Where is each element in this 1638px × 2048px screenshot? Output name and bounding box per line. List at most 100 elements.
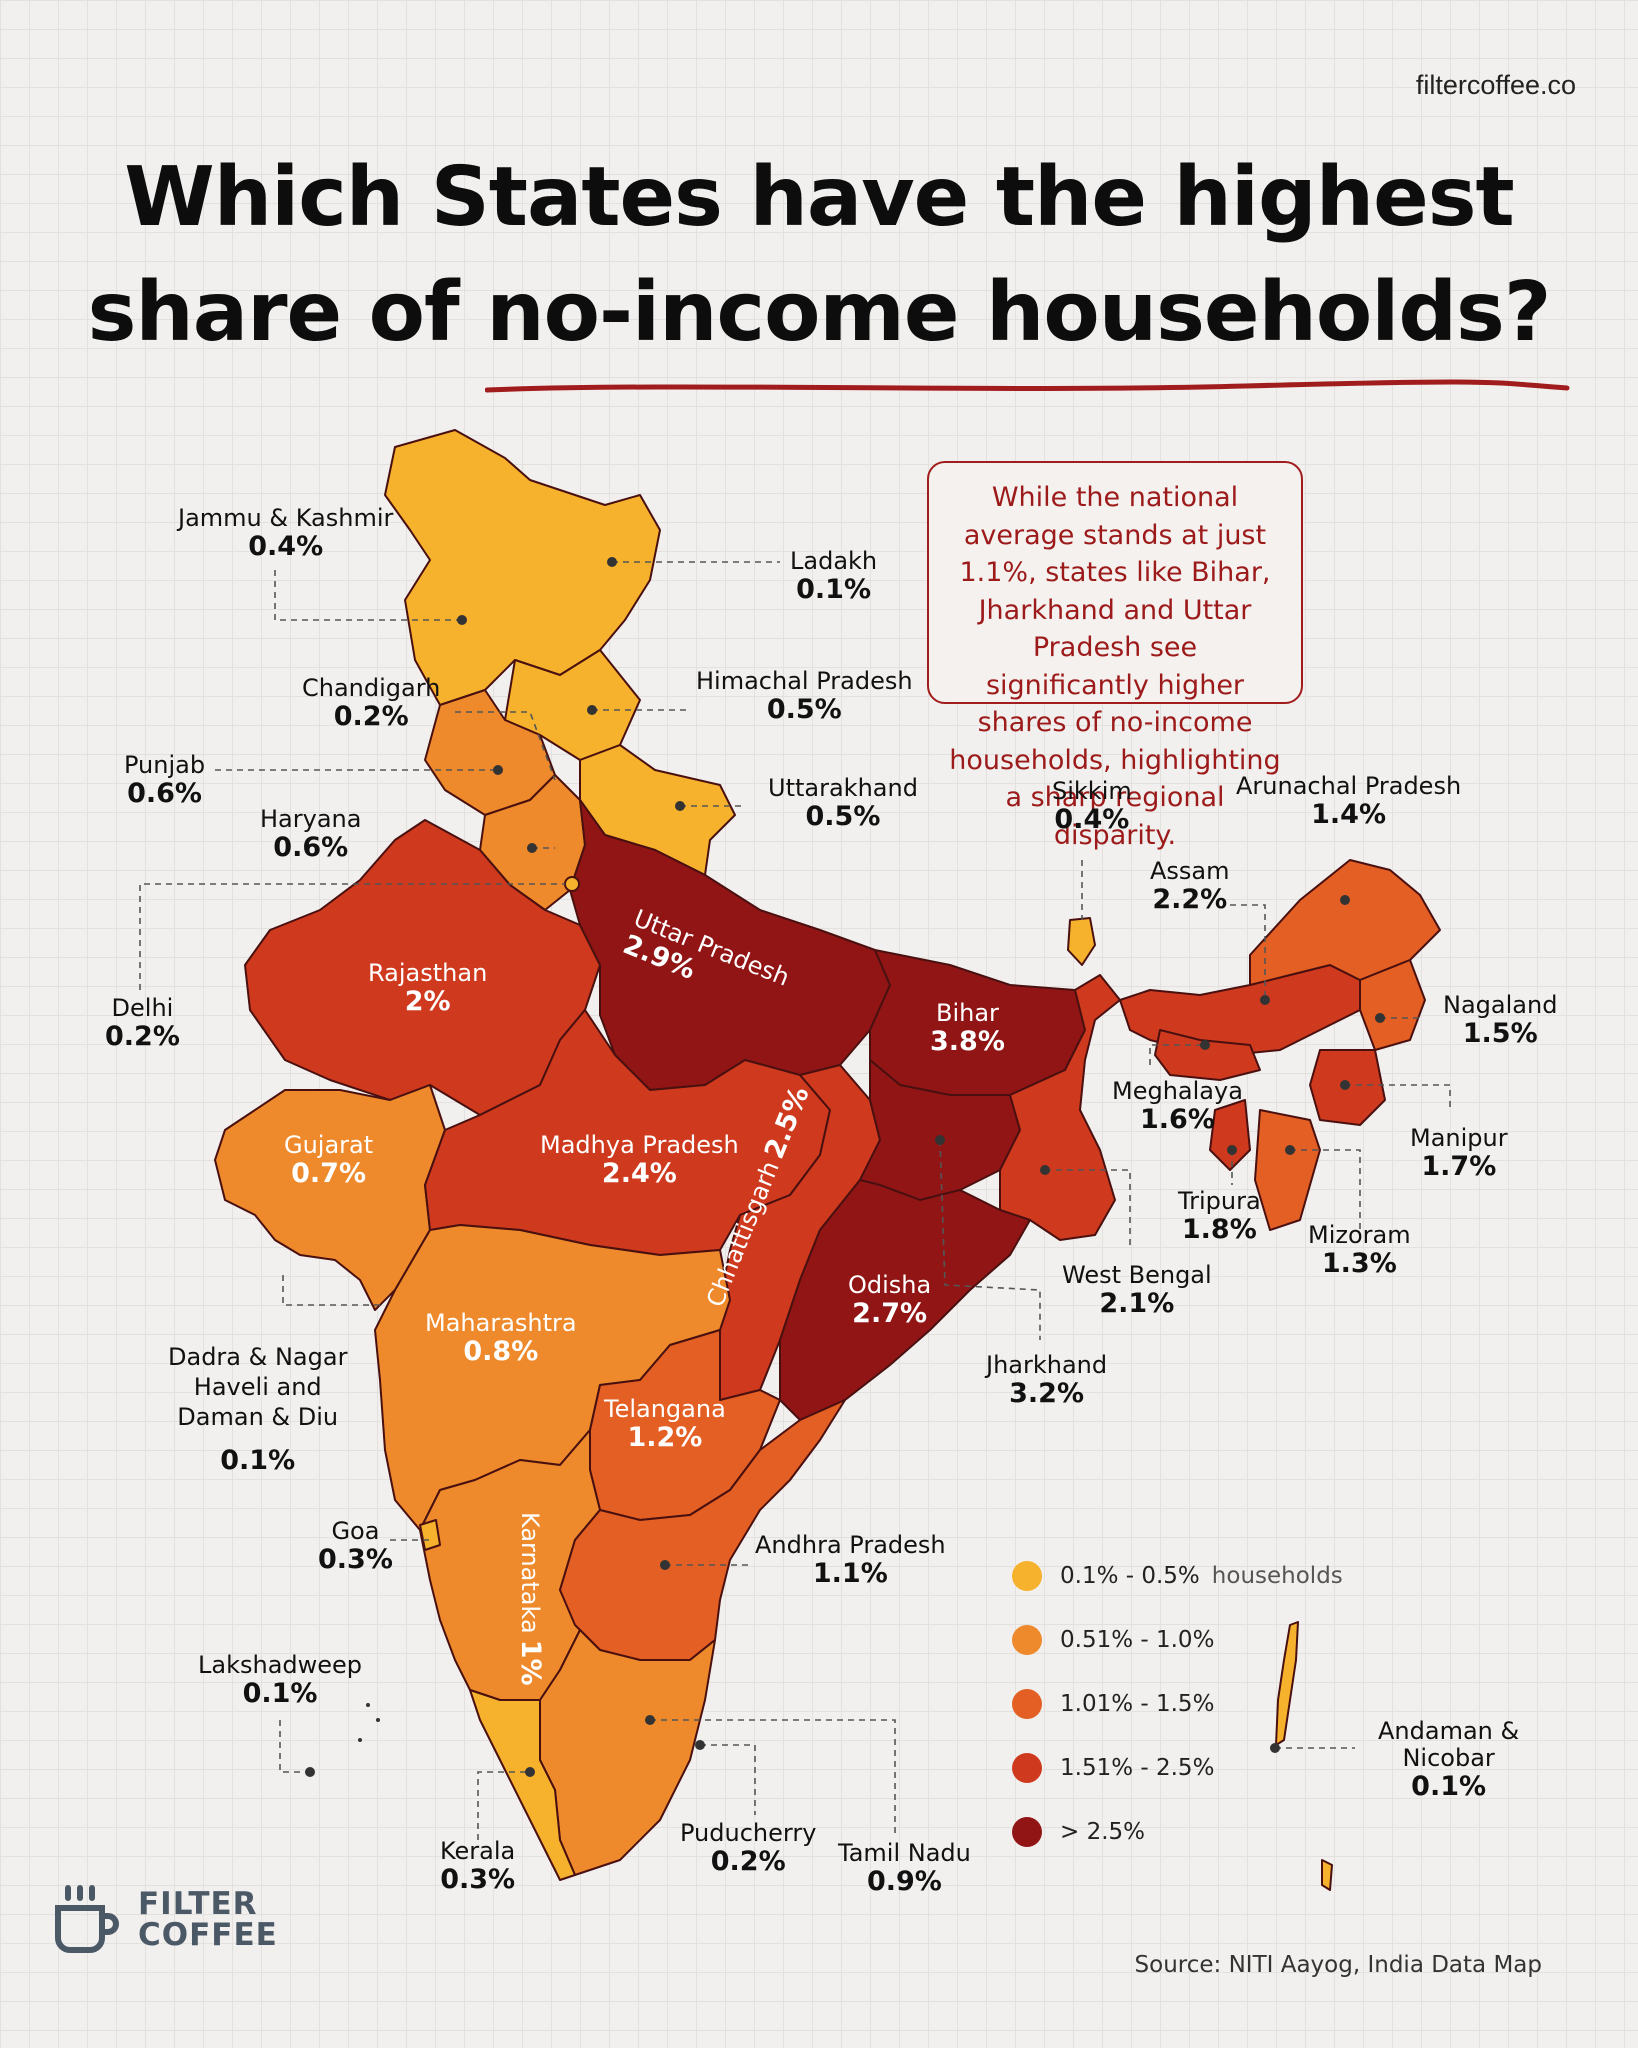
label-value: 1.8% <box>1181 1213 1257 1245</box>
label-value: 2.7% <box>852 1297 928 1329</box>
label-karnataka: Karnataka 1% <box>515 1512 546 1686</box>
leader-manipur <box>1345 1084 1451 1110</box>
region-goa <box>419 1519 441 1551</box>
legend-label: 1.01% - 1.5% <box>1060 1691 1215 1717</box>
leader-kerala <box>477 1771 530 1840</box>
label-telangana: Telangana 1.2% <box>604 1396 726 1453</box>
title-line-1: Which States have the highest <box>124 150 1514 245</box>
label-value: 0.5% <box>766 693 842 725</box>
brand-logo: FILTER COFFEE <box>48 1880 278 1960</box>
label-chandigarh: Chandigarh 0.2% <box>302 675 440 732</box>
marker-meghalaya <box>1200 1040 1210 1050</box>
label-name: Arunachal Pradesh <box>1236 772 1462 800</box>
label-meghalaya: Meghalaya 1.6% <box>1112 1078 1243 1135</box>
label-value: 0.1% <box>220 1445 296 1476</box>
label-value: 1.7% <box>1421 1150 1497 1182</box>
dnh-line-1: Dadra & Nagar <box>168 1343 348 1371</box>
label-arunachal: Arunachal Pradesh 1.4% <box>1236 773 1461 830</box>
marker-ap <box>660 1560 670 1570</box>
marker-manipur <box>1340 1080 1350 1090</box>
label-name: Andhra Pradesh <box>755 1531 946 1559</box>
label-name: Tripura <box>1178 1187 1261 1215</box>
label-name: Maharashtra <box>425 1309 577 1337</box>
leader-assam <box>1230 904 1266 1000</box>
marker-ladakh <box>607 557 617 567</box>
marker-haryana <box>527 843 537 853</box>
label-name: Himachal Pradesh <box>696 667 913 695</box>
marker-punjab <box>493 765 503 775</box>
site-url[interactable]: filtercoffee.co <box>1415 70 1576 100</box>
legend-item-3: 1.01% - 1.5% <box>1012 1672 1343 1736</box>
annotation-box: While the national average stands at jus… <box>927 461 1303 851</box>
label-mp: Madhya Pradesh 2.4% <box>540 1132 739 1189</box>
marker-mizoram <box>1285 1145 1295 1155</box>
label-mizoram: Mizoram 1.3% <box>1308 1222 1411 1279</box>
label-name: Madhya Pradesh <box>540 1131 739 1159</box>
label-name: Odisha <box>848 1271 932 1299</box>
label-name: Uttarakhand <box>768 774 918 802</box>
label-value: 0.2% <box>710 1845 786 1877</box>
label-value: 0.5% <box>805 800 881 832</box>
label-name: Assam <box>1150 857 1230 885</box>
label-lakshadweep: Lakshadweep 0.1% <box>198 1652 362 1709</box>
leader-jharkhand <box>939 1139 1041 1340</box>
label-value: 2% <box>404 985 451 1017</box>
brand-line-2: COFFEE <box>138 1917 278 1953</box>
region-assam <box>1119 964 1361 1056</box>
label-name: Tamil Nadu <box>838 1839 971 1867</box>
leader-chandigarh <box>455 711 556 781</box>
marker-wb <box>1040 1165 1050 1175</box>
label-jharkhand: Jharkhand 3.2% <box>986 1352 1107 1409</box>
legend-item-5: > 2.5% <box>1012 1800 1343 1864</box>
label-value: 1.6% <box>1140 1103 1215 1135</box>
label-gujarat: Gujarat 0.7% <box>284 1132 373 1189</box>
label-name: Ladakh <box>790 547 878 575</box>
label-name: Manipur <box>1410 1124 1508 1152</box>
label-name: Jammu & Kashmir <box>178 504 394 532</box>
label-value: 1.1% <box>812 1557 888 1589</box>
label-name: Sikkim <box>1052 777 1132 805</box>
region-tripura <box>1209 1099 1251 1171</box>
andaman-line-2: Nicobar <box>1402 1743 1495 1772</box>
label-hp: Himachal Pradesh 0.5% <box>696 668 913 725</box>
label-name: Chandigarh <box>302 674 441 702</box>
legend-item-2: 0.51% - 1.0% <box>1012 1608 1343 1672</box>
label-puducherry: Puducherry 0.2% <box>680 1820 816 1877</box>
leader-lakshadweep <box>279 1720 310 1773</box>
label-value: 0.4% <box>248 530 324 562</box>
label-assam: Assam 2.2% <box>1150 858 1230 915</box>
label-value: 1.5% <box>1462 1017 1538 1049</box>
label-value: 3.2% <box>1009 1377 1084 1409</box>
label-uttarakhand: Uttarakhand 0.5% <box>768 775 918 832</box>
label-value: 1.4% <box>1311 798 1387 830</box>
marker-jk <box>457 615 467 625</box>
leader-mizoram <box>1290 1149 1361 1230</box>
label-maharashtra: Maharashtra 0.8% <box>425 1310 577 1367</box>
legend-swatch <box>1012 1817 1042 1847</box>
label-name: Gujarat <box>284 1131 374 1159</box>
label-name: Meghalaya <box>1112 1077 1243 1105</box>
marker-tripura <box>1227 1145 1237 1155</box>
region-sikkim <box>1067 917 1096 966</box>
lakshadweep-islet <box>358 1738 362 1742</box>
coffee-cup-icon <box>55 1885 119 1953</box>
label-value: 0.3% <box>440 1863 516 1895</box>
label-value: 0.1% <box>242 1677 318 1709</box>
legend: 0.1% - 0.5% households 0.51% - 1.0% 1.01%… <box>1012 1544 1343 1864</box>
label-name: Karnataka <box>516 1512 544 1634</box>
label-jk: Jammu & Kashmir 0.4% <box>178 505 393 562</box>
label-andaman: Andaman & Nicobar 0.1% <box>1378 1718 1519 1802</box>
marker-puducherry <box>695 1740 705 1750</box>
label-name: Lakshadweep <box>198 1651 363 1679</box>
label-sikkim: Sikkim 0.4% <box>1052 778 1132 835</box>
marker-nagaland <box>1375 1013 1385 1023</box>
legend-label: 1.51% - 2.5% <box>1060 1755 1215 1781</box>
label-name: Delhi <box>111 994 174 1022</box>
marker-uttarakhand <box>675 801 685 811</box>
label-name: Kerala <box>440 1837 516 1865</box>
marker-assam <box>1260 995 1270 1005</box>
label-value: 0.3% <box>318 1543 393 1575</box>
marker-tn <box>645 1715 655 1725</box>
marker-hp <box>587 705 597 715</box>
marker-andaman <box>1270 1743 1280 1753</box>
